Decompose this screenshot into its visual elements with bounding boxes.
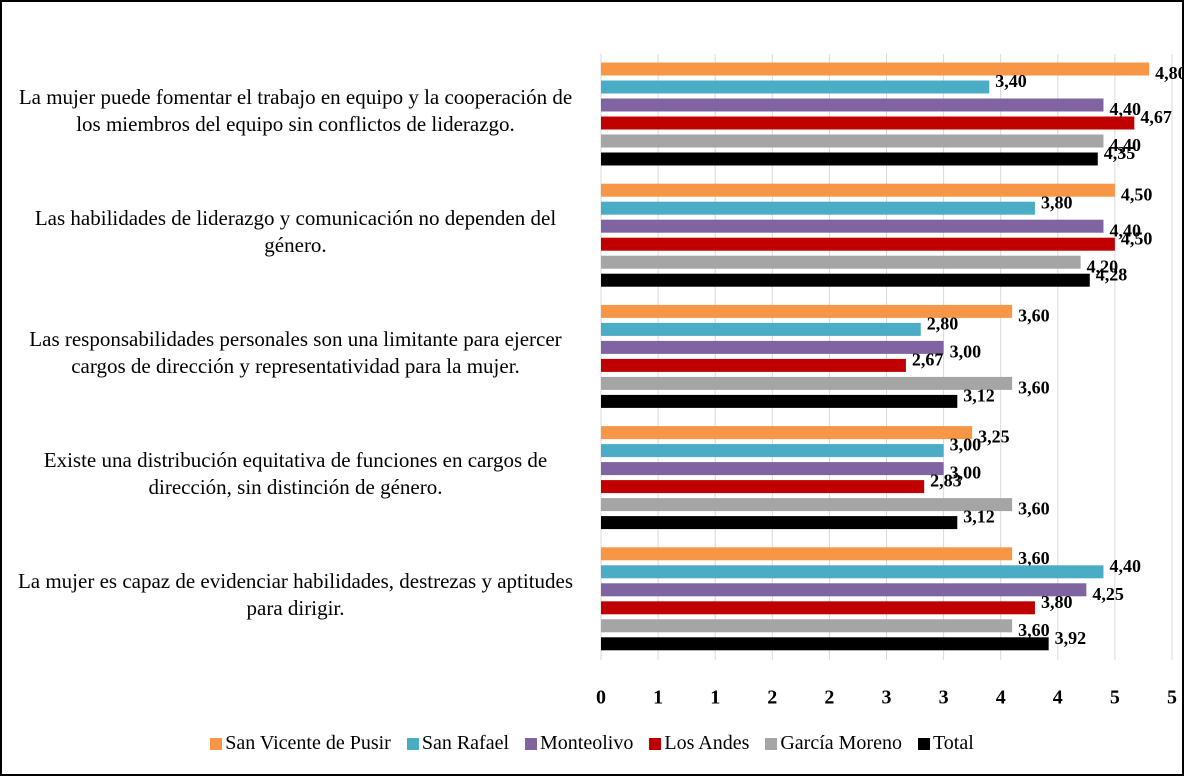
bar xyxy=(601,565,1104,579)
bar xyxy=(601,619,1013,633)
category-label: La mujer puede fomentar el trabajo en eq… xyxy=(18,84,573,136)
bar xyxy=(601,201,1035,215)
x-tick-label: 4 xyxy=(1053,687,1063,709)
value-label: 3,60 xyxy=(1018,548,1050,568)
legend-label: San Rafael xyxy=(421,732,510,754)
legend-item: Total xyxy=(917,732,974,755)
value-label: 3,12 xyxy=(963,507,995,527)
bar xyxy=(601,340,944,354)
x-tick-label: 0 xyxy=(596,687,606,709)
legend-item: Los Andes xyxy=(649,732,749,755)
value-label: 3,60 xyxy=(1018,306,1050,326)
legend-swatch xyxy=(525,737,538,750)
bar xyxy=(601,480,925,494)
bar xyxy=(601,498,1013,512)
bar xyxy=(601,462,944,476)
bar xyxy=(601,134,1104,148)
x-tick-label: 1 xyxy=(710,687,720,709)
value-label: 3,00 xyxy=(950,435,982,455)
bar xyxy=(601,116,1135,130)
legend-item: García Moreno xyxy=(765,732,902,755)
bar xyxy=(601,152,1098,166)
bar xyxy=(601,426,973,440)
bar xyxy=(601,394,958,408)
value-label: 4,25 xyxy=(1092,584,1124,604)
bar xyxy=(601,547,1013,561)
value-label: 4,40 xyxy=(1109,99,1141,119)
value-label: 4,40 xyxy=(1109,220,1141,240)
value-label: 3,80 xyxy=(1041,592,1073,612)
value-label: 3,60 xyxy=(1018,620,1050,640)
x-tick-label: 2 xyxy=(824,687,834,709)
bar xyxy=(601,322,921,336)
value-label: 3,12 xyxy=(963,386,995,406)
bar xyxy=(601,62,1150,76)
category-label: Las responsabilidades personales son una… xyxy=(29,327,562,378)
value-label: 3,80 xyxy=(1041,192,1073,212)
bar xyxy=(601,80,990,94)
legend-swatch xyxy=(210,737,223,750)
value-label: 4,28 xyxy=(1096,264,1128,284)
value-label: 3,00 xyxy=(950,342,982,362)
value-label: 4,80 xyxy=(1155,63,1182,83)
value-label: 4,40 xyxy=(1109,556,1141,576)
legend-item: San Vicente de Pusir xyxy=(210,732,391,755)
value-label: 4,50 xyxy=(1121,228,1153,248)
bar xyxy=(601,358,906,372)
category-label: La mujer es capaz de evidenciar habilida… xyxy=(17,569,574,621)
legend: San Vicente de Pusir San Rafael Monteolivo… xyxy=(2,732,1182,755)
bar xyxy=(601,601,1035,615)
x-tick-label: 5 xyxy=(1167,687,1177,709)
bar xyxy=(601,376,1013,390)
value-label: 3,00 xyxy=(950,463,982,483)
x-tick-label: 5 xyxy=(1110,687,1120,709)
value-label: 2,67 xyxy=(912,350,944,370)
bar xyxy=(601,304,1013,318)
value-label: 4,20 xyxy=(1087,256,1119,276)
bar xyxy=(601,444,944,458)
value-label: 2,83 xyxy=(930,471,962,491)
legend-item: San Rafael xyxy=(406,732,510,755)
value-label: 3,60 xyxy=(1018,499,1050,519)
value-label: 4,40 xyxy=(1109,135,1141,155)
category-label: Existe una distribución equitativa de fu… xyxy=(43,448,548,500)
legend-label: Monteolivo xyxy=(540,732,634,754)
bar xyxy=(601,219,1104,233)
legend-swatch xyxy=(917,737,930,750)
value-label: 3,40 xyxy=(995,71,1027,91)
category-label: Las habilidades de liderazgo y comunicac… xyxy=(34,205,557,257)
legend-label: Los Andes xyxy=(664,732,750,754)
bar xyxy=(601,98,1104,112)
value-label: 4,50 xyxy=(1121,184,1153,204)
legend-label: García Moreno xyxy=(780,732,902,754)
bar xyxy=(601,583,1087,597)
bar xyxy=(601,273,1090,287)
value-label: 3,60 xyxy=(1018,378,1050,398)
value-label: 4,67 xyxy=(1140,107,1172,127)
legend-swatch xyxy=(406,737,419,750)
bar xyxy=(601,183,1115,197)
x-tick-label: 3 xyxy=(882,687,892,709)
x-tick-label: 1 xyxy=(653,687,663,709)
bar xyxy=(601,255,1081,269)
legend-swatch xyxy=(765,737,778,750)
bar xyxy=(601,516,958,530)
legend-item: Monteolivo xyxy=(525,732,633,755)
x-tick-label: 2 xyxy=(767,687,777,709)
value-label: 3,92 xyxy=(1055,628,1087,648)
value-label: 2,80 xyxy=(927,314,959,334)
bar xyxy=(601,237,1115,251)
legend-label: Total xyxy=(932,732,974,754)
x-tick-label: 3 xyxy=(939,687,949,709)
legend-label: San Vicente de Pusir xyxy=(225,732,391,754)
x-tick-label: 4 xyxy=(996,687,1006,709)
legend-swatch xyxy=(649,737,662,750)
bar xyxy=(601,637,1049,651)
value-label: 4,35 xyxy=(1104,143,1136,163)
value-label: 3,25 xyxy=(978,427,1010,447)
